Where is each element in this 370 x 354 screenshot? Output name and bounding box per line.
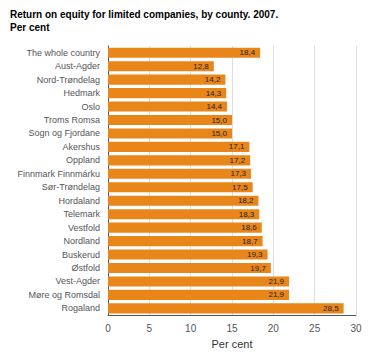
- svg-text:18,2: 18,2: [238, 196, 254, 205]
- svg-text:Nordland: Nordland: [63, 236, 100, 246]
- svg-text:17,5: 17,5: [232, 183, 248, 192]
- svg-text:Østfold: Østfold: [71, 263, 100, 273]
- svg-text:10: 10: [185, 323, 197, 334]
- svg-text:18,6: 18,6: [241, 223, 257, 232]
- svg-text:Per cent: Per cent: [10, 22, 50, 33]
- svg-text:30: 30: [350, 323, 362, 334]
- svg-text:Hedmark: Hedmark: [63, 88, 100, 98]
- svg-text:17,2: 17,2: [230, 156, 246, 165]
- svg-text:Sør-Trøndelag: Sør-Trøndelag: [42, 182, 100, 192]
- svg-text:Sogn og Fjordane: Sogn og Fjordane: [28, 128, 100, 138]
- svg-text:14,2: 14,2: [205, 75, 221, 84]
- svg-text:18,7: 18,7: [242, 237, 258, 246]
- svg-text:5: 5: [147, 323, 153, 334]
- svg-text:25: 25: [309, 323, 321, 334]
- svg-text:19,3: 19,3: [247, 250, 263, 259]
- svg-text:19,7: 19,7: [250, 264, 266, 273]
- svg-text:21,9: 21,9: [268, 277, 284, 286]
- svg-text:Aust-Agder: Aust-Agder: [55, 61, 100, 71]
- svg-text:Oslo: Oslo: [81, 102, 100, 112]
- svg-text:0: 0: [105, 323, 111, 334]
- svg-text:Buskerud: Buskerud: [62, 250, 100, 260]
- svg-text:14,4: 14,4: [206, 102, 222, 111]
- svg-text:20: 20: [268, 323, 280, 334]
- svg-text:17,3: 17,3: [230, 169, 246, 178]
- svg-text:15,0: 15,0: [211, 129, 227, 138]
- svg-text:Vestfold: Vestfold: [68, 223, 100, 233]
- svg-text:Troms Romsa: Troms Romsa: [44, 115, 100, 125]
- svg-text:17,1: 17,1: [229, 142, 245, 151]
- svg-text:12,8: 12,8: [193, 62, 209, 71]
- svg-text:15,0: 15,0: [211, 116, 227, 125]
- svg-text:18,4: 18,4: [240, 48, 256, 57]
- svg-text:Vest-Agder: Vest-Agder: [55, 276, 100, 286]
- svg-text:Per cent: Per cent: [212, 338, 253, 350]
- svg-text:14,3: 14,3: [206, 89, 222, 98]
- svg-text:Møre og Romsdal: Møre og Romsdal: [28, 290, 100, 300]
- svg-text:Telemark: Telemark: [63, 209, 100, 219]
- svg-text:Akershus: Akershus: [62, 142, 100, 152]
- svg-text:28,5: 28,5: [323, 304, 339, 313]
- svg-text:15: 15: [226, 323, 238, 334]
- svg-text:Rogaland: Rogaland: [61, 303, 100, 313]
- svg-text:Return on equity for limited c: Return on equity for limited companies, …: [10, 9, 278, 20]
- svg-text:Nord-Trøndelag: Nord-Trøndelag: [37, 75, 100, 85]
- svg-text:The whole country: The whole country: [26, 48, 100, 58]
- svg-text:Oppland: Oppland: [66, 155, 100, 165]
- svg-text:21,9: 21,9: [268, 290, 284, 299]
- svg-text:18,3: 18,3: [239, 210, 255, 219]
- svg-text:Finnmark Finnmárku: Finnmark Finnmárku: [17, 169, 100, 179]
- svg-text:Hordaland: Hordaland: [58, 196, 100, 206]
